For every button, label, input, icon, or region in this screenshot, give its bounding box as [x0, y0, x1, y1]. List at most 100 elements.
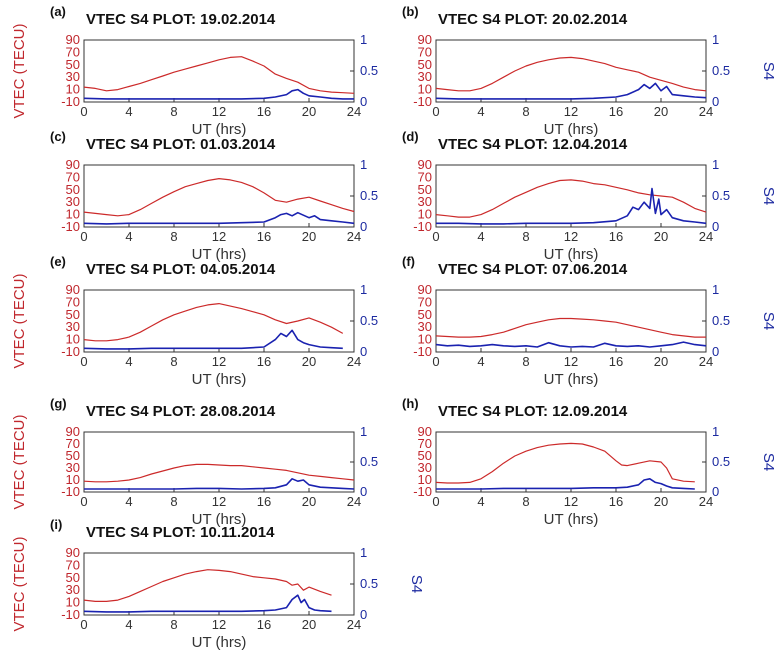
x-tick-label: 24 [347, 494, 361, 509]
y-left-tick-label: 90 [418, 282, 432, 297]
y-left-tick-label: 70 [66, 44, 80, 59]
vtec-series-line [435, 442, 695, 484]
panel-title: VTEC S4 PLOT: 28.08.2014 [86, 403, 276, 420]
y-left-tick-label: 10 [66, 207, 80, 222]
x-tick-label: 12 [564, 354, 578, 369]
y-left-tick-label: -10 [413, 344, 432, 359]
y-right-tick-label: 0 [360, 94, 367, 109]
y-left-tick-label: -10 [413, 94, 432, 109]
y-left-tick-label: 90 [66, 32, 80, 47]
panel-label: (e) [50, 254, 66, 269]
y-left-tick-label: 50 [66, 57, 80, 72]
s4-series-line [83, 594, 332, 613]
vtec-series-line [83, 56, 355, 94]
x-tick-label: 4 [477, 354, 484, 369]
y-left-tick-label: -10 [61, 344, 80, 359]
vtec-series-line [435, 179, 707, 218]
x-tick-label: 24 [347, 354, 361, 369]
y-right-axis-label: S4 [760, 62, 777, 80]
s4-series-line [436, 477, 695, 490]
y-right-tick-label: 0.5 [712, 313, 730, 328]
x-tick-label: 20 [302, 229, 316, 244]
x-tick-label: 0 [80, 229, 87, 244]
y-left-tick-label: 70 [418, 294, 432, 309]
x-tick-label: 20 [302, 104, 316, 119]
y-right-tick-label: 0.5 [360, 188, 378, 203]
panel-label: (b) [402, 4, 419, 19]
plot-frame [83, 289, 355, 353]
chart-panel: (b) VTEC S4 PLOT: 20.02.2014 0 4 8 12 16 20 24 90… [402, 4, 777, 138]
y-left-tick-label: 70 [418, 436, 432, 451]
plot-frame [435, 289, 707, 353]
x-tick-label: 12 [212, 104, 226, 119]
x-tick-label: 16 [257, 494, 271, 509]
y-right-tick-label: 0.5 [360, 454, 378, 469]
y-left-tick-label: 10 [66, 82, 80, 97]
y-right-tick-label: 0.5 [360, 63, 378, 78]
y-right-tick-label: 1 [360, 424, 367, 439]
x-tick-label: 16 [257, 354, 271, 369]
x-tick-label: 12 [564, 104, 578, 119]
x-tick-label: 20 [302, 354, 316, 369]
s4-series-line [435, 341, 707, 348]
x-tick-label: 24 [347, 104, 361, 119]
y-left-tick-label: 50 [418, 57, 432, 72]
y-left-tick-label: 30 [66, 194, 80, 209]
y-left-tick-label: 90 [418, 424, 432, 439]
y-left-axis-label: VTEC (TECU) [11, 24, 28, 119]
panel-label: (i) [50, 517, 62, 532]
y-left-axis-label: VTEC (TECU) [11, 415, 28, 510]
x-tick-label: 12 [564, 494, 578, 509]
y-left-axis-label: VTEC (TECU) [11, 274, 28, 369]
x-tick-label: 20 [302, 494, 316, 509]
chart-panel: (i) VTEC S4 PLOT: 10.11.2014 0 4 8 12 16 20 24 90… [11, 517, 425, 651]
x-axis-label: UT (hrs) [192, 511, 247, 528]
x-tick-label: 24 [699, 104, 713, 119]
y-right-tick-label: 1 [360, 32, 367, 47]
panel-title: VTEC S4 PLOT: 12.09.2014 [438, 403, 628, 420]
y-left-tick-label: 30 [66, 319, 80, 334]
s4-series-line [84, 477, 355, 490]
y-left-tick-label: 90 [66, 282, 80, 297]
y-left-tick-label: -10 [61, 94, 80, 109]
y-left-tick-label: 70 [418, 44, 432, 59]
y-left-tick-label: 50 [418, 448, 432, 463]
y-right-tick-label: 1 [360, 545, 367, 560]
x-axis-label: UT (hrs) [544, 511, 599, 528]
y-right-tick-label: 1 [712, 282, 719, 297]
y-right-tick-label: 0.5 [360, 313, 378, 328]
s4-series-line [83, 329, 343, 350]
y-left-tick-label: 10 [66, 595, 80, 610]
y-left-tick-label: -10 [61, 607, 80, 622]
x-axis-label: UT (hrs) [192, 121, 247, 138]
x-tick-label: 16 [609, 229, 623, 244]
y-left-tick-label: 30 [418, 194, 432, 209]
x-tick-label: 20 [654, 229, 668, 244]
plot-frame [435, 39, 707, 103]
plot-frame [83, 552, 355, 616]
x-tick-label: 0 [432, 104, 439, 119]
y-left-tick-label: -10 [61, 219, 80, 234]
x-tick-label: 12 [212, 494, 226, 509]
x-tick-label: 4 [477, 229, 484, 244]
vtec-series-line [435, 317, 706, 338]
panel-label: (d) [402, 129, 419, 144]
y-right-tick-label: 0 [360, 607, 367, 622]
x-tick-label: 24 [347, 617, 361, 632]
chart-panel: (d) VTEC S4 PLOT: 12.04.2014 0 4 8 12 16 20 24 90… [402, 129, 777, 263]
panel-title: VTEC S4 PLOT: 04.05.2014 [86, 261, 276, 278]
x-tick-label: 16 [609, 494, 623, 509]
x-tick-label: 0 [80, 354, 87, 369]
x-axis-label: UT (hrs) [544, 371, 599, 388]
x-tick-label: 8 [522, 494, 529, 509]
y-right-tick-label: 0 [360, 219, 367, 234]
x-tick-label: 16 [257, 104, 271, 119]
y-left-tick-label: -10 [413, 484, 432, 499]
x-axis-label: UT (hrs) [192, 634, 247, 651]
y-right-tick-label: 1 [360, 157, 367, 172]
y-left-tick-label: 50 [66, 448, 80, 463]
y-right-tick-label: 1 [712, 32, 719, 47]
y-left-tick-label: 10 [418, 82, 432, 97]
y-left-tick-label: 90 [418, 32, 432, 47]
